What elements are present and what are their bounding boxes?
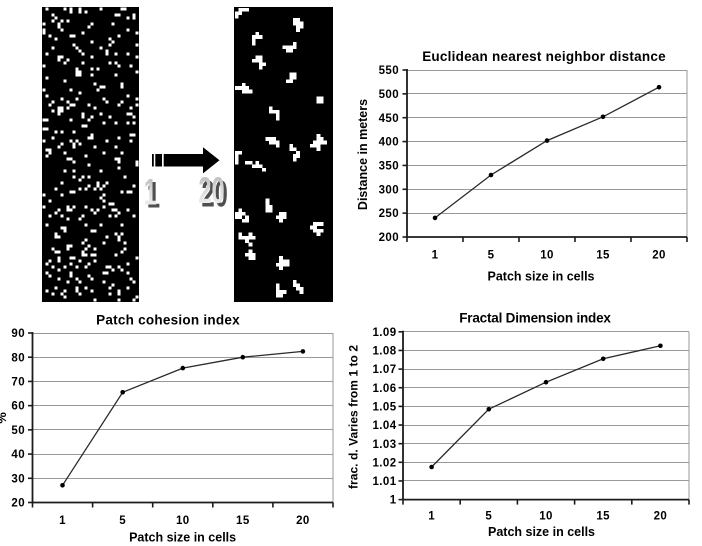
svg-text:1: 1: [59, 515, 66, 527]
svg-text:30: 30: [11, 473, 25, 485]
svg-text:1: 1: [147, 174, 160, 216]
svg-text:70: 70: [11, 377, 25, 389]
svg-text:Patch size in cells: Patch size in cells: [129, 531, 236, 545]
svg-text:15: 15: [236, 515, 250, 527]
svg-text:%: %: [0, 412, 9, 424]
svg-text:40: 40: [11, 449, 25, 461]
svg-text:350: 350: [379, 161, 399, 173]
svg-text:500: 500: [379, 89, 399, 101]
svg-text:20: 20: [654, 511, 668, 523]
svg-text:5: 5: [485, 511, 492, 523]
svg-text:15: 15: [596, 511, 610, 523]
svg-text:1.06: 1.06: [373, 383, 397, 395]
svg-text:50: 50: [11, 425, 25, 437]
svg-text:Patch cohesion index: Patch cohesion index: [96, 313, 240, 328]
svg-text:300: 300: [379, 184, 399, 196]
svg-text:1: 1: [432, 250, 439, 262]
svg-text:10: 10: [176, 515, 190, 527]
svg-text:Euclidean nearest neighbor dis: Euclidean nearest neighbor distance: [422, 49, 666, 64]
svg-text:1: 1: [144, 171, 157, 213]
svg-text:550: 550: [379, 65, 399, 77]
svg-text:20: 20: [652, 250, 666, 262]
svg-text:1.03: 1.03: [373, 439, 397, 451]
svg-text:15: 15: [596, 250, 610, 262]
svg-text:1: 1: [428, 511, 435, 523]
svg-text:Fractal Dimension index: Fractal Dimension index: [459, 311, 611, 326]
svg-text:1.05: 1.05: [373, 401, 397, 413]
svg-text:1.08: 1.08: [373, 346, 397, 358]
svg-text:10: 10: [540, 250, 554, 262]
svg-text:450: 450: [379, 113, 399, 125]
svg-text:5: 5: [488, 250, 495, 262]
svg-text:1.01: 1.01: [373, 476, 397, 488]
svg-text:10: 10: [539, 511, 553, 523]
svg-text:1.07: 1.07: [373, 364, 397, 376]
svg-text:90: 90: [11, 328, 25, 340]
svg-text:20: 20: [198, 170, 224, 212]
svg-text:Distance in meters: Distance in meters: [356, 99, 370, 210]
svg-text:Patch size in cells: Patch size in cells: [488, 525, 595, 539]
svg-text:1.02: 1.02: [373, 457, 397, 469]
svg-text:5: 5: [119, 515, 126, 527]
svg-text:200: 200: [379, 232, 399, 244]
svg-text:frac. d. Varies from 1 to 2: frac. d. Varies from 1 to 2: [347, 345, 361, 489]
svg-text:1.09: 1.09: [373, 327, 397, 339]
svg-text:400: 400: [379, 137, 399, 149]
svg-text:20: 20: [296, 515, 310, 527]
svg-text:20: 20: [201, 173, 227, 215]
svg-text:1: 1: [390, 495, 397, 507]
svg-text:20: 20: [11, 498, 25, 510]
svg-text:Patch size in cells: Patch size in cells: [488, 269, 595, 283]
svg-text:80: 80: [11, 352, 25, 364]
svg-text:250: 250: [379, 208, 399, 220]
svg-text:60: 60: [11, 401, 25, 413]
svg-text:1.04: 1.04: [373, 420, 397, 432]
